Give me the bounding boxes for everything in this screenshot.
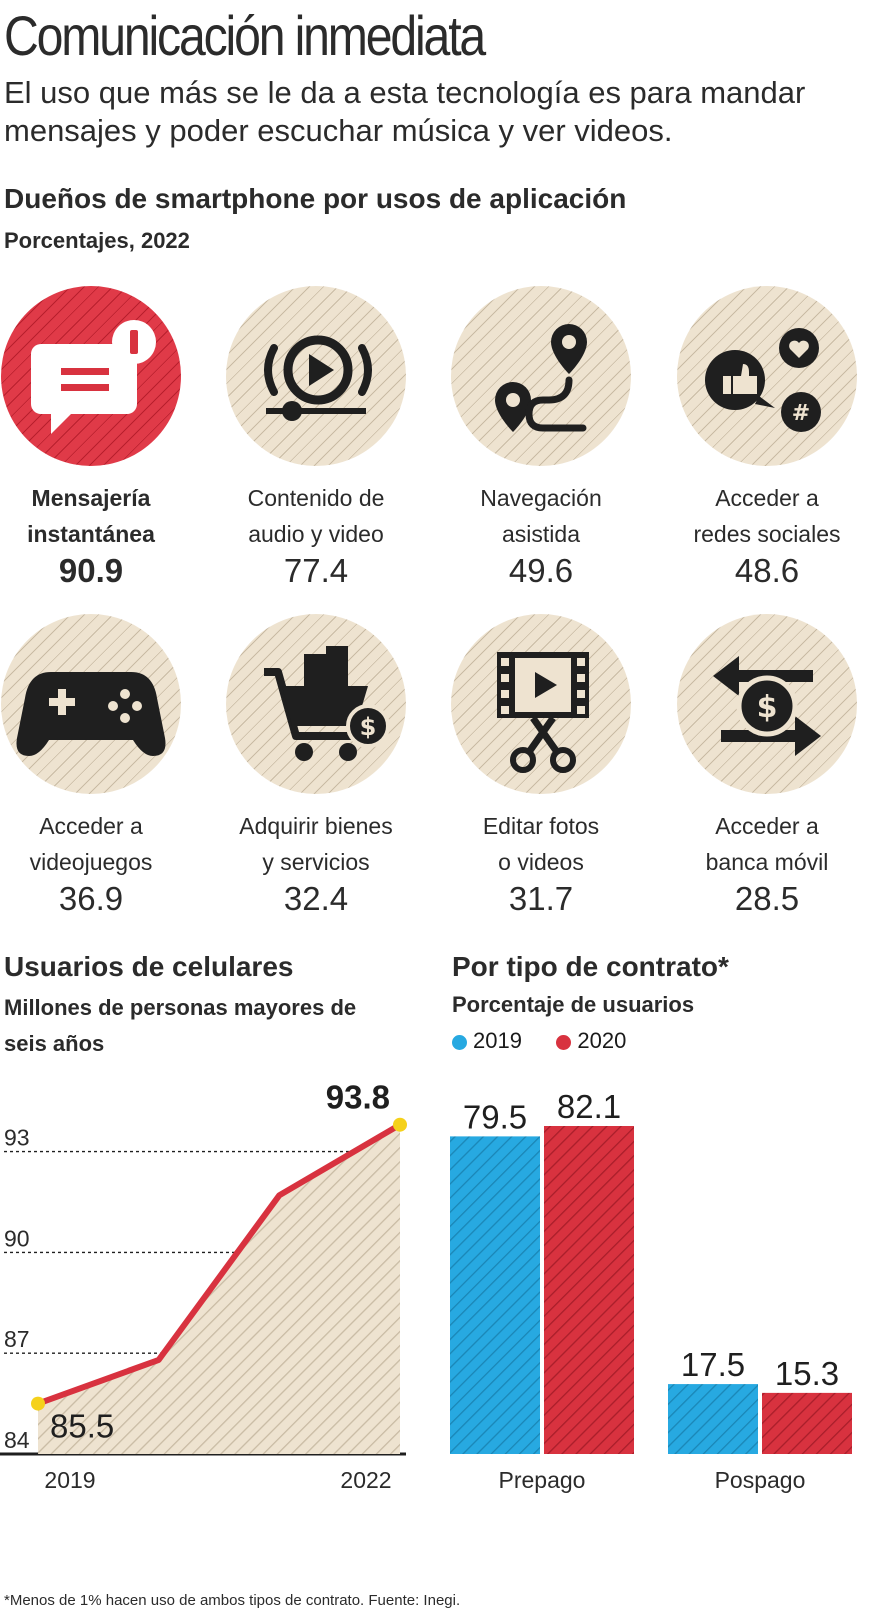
- app-usage-value: 28.5: [734, 880, 800, 917]
- users-area-fill: [38, 1124, 400, 1454]
- y-tick-label: 84: [4, 1427, 30, 1453]
- page-title: Comunicación inmediata: [4, 4, 486, 67]
- bar-value-label: 15.3: [775, 1355, 839, 1392]
- bar-2020-prepago: [544, 1126, 634, 1454]
- app-usage-label: Acceder a videojuegos: [29, 813, 153, 875]
- category-label: Pospago: [715, 1467, 806, 1493]
- app-usage-value: 36.9: [58, 880, 124, 917]
- x-tick-label: 2022: [340, 1467, 391, 1493]
- app-usage-item: Acceder a videojuegos 36.9: [0, 614, 194, 918]
- chat-bubble-icon: [1, 286, 181, 466]
- app-usage-value: 77.4: [283, 552, 349, 589]
- play-media-icon: [226, 286, 406, 466]
- users-chart-title: Usuarios de celulares: [4, 951, 294, 982]
- app-usage-label: Navegación asistida: [480, 485, 602, 547]
- y-tick-label: 93: [4, 1125, 30, 1151]
- social-network-icon: #: [677, 286, 857, 466]
- data-label-last: 93.8: [326, 1080, 390, 1116]
- money-exchange-icon: $: [677, 614, 857, 794]
- contract-bar-chart: 79.5 82.1 Prepago 17.5 15.3 Pospago: [450, 1088, 852, 1493]
- apps-section-title: Dueños de smartphone por usos de aplicac…: [4, 183, 627, 214]
- data-point-marker: [393, 1117, 407, 1132]
- users-chart-subtitle: Millones de personas mayores de seis año…: [4, 995, 357, 1056]
- page-subtitle: El uso que más se le da a esta tecnologí…: [4, 75, 806, 148]
- app-usage-label: Contenido de audio y video: [247, 485, 385, 547]
- map-route-icon: [451, 286, 631, 466]
- svg-text:#: #: [792, 401, 810, 426]
- y-tick-label: 90: [4, 1225, 30, 1251]
- contract-chart-title: Por tipo de contrato*: [452, 951, 729, 982]
- app-usage-value: 48.6: [734, 552, 800, 589]
- svg-text:$: $: [360, 713, 377, 741]
- contract-chart-legend: 2019 2020: [452, 1028, 656, 1054]
- app-usage-label: Editar fotos o videos: [482, 813, 600, 875]
- bar-2020-pospago: [762, 1392, 852, 1454]
- app-usage-item: $ Acceder a banca móvil 28.5: [664, 614, 870, 918]
- x-tick-label: 2019: [44, 1467, 95, 1493]
- users-line-chart: 84 87 90 93 85.5 93.8 2019 2022: [0, 1080, 407, 1493]
- svg-text:$: $: [757, 690, 778, 725]
- app-usage-item: # Acceder a redes sociales 48.6: [664, 286, 870, 590]
- app-usage-label: Acceder a redes sociales: [693, 485, 841, 547]
- app-usage-label: Mensajería instantánea: [27, 485, 155, 547]
- app-usage-item: Mensajería instantánea 90.9: [0, 286, 194, 590]
- contract-chart-subtitle: Porcentaje de usuarios: [452, 992, 695, 1017]
- bar-2019-pospago: [668, 1384, 758, 1454]
- shopping-cart-icon: $: [226, 614, 406, 794]
- legend-item-2019: 2019: [452, 1028, 522, 1054]
- app-usage-value: 90.9: [58, 552, 124, 589]
- app-usage-item: $ Adquirir bienes y servicios 32.4: [213, 614, 419, 918]
- bar-2019-prepago: [450, 1136, 540, 1454]
- bar-value-label: 82.1: [557, 1088, 621, 1125]
- app-usage-value: 31.7: [508, 880, 574, 917]
- app-usage-label: Acceder a banca móvil: [705, 813, 829, 875]
- legend-item-2020: 2020: [556, 1028, 626, 1054]
- app-usage-value: 49.6: [508, 552, 574, 589]
- data-label-first: 85.5: [50, 1408, 114, 1445]
- legend-dot-2020: [556, 1034, 572, 1050]
- app-usage-item: Editar fotos o videos 31.7: [438, 614, 644, 918]
- app-usage-value: 32.4: [283, 880, 349, 917]
- app-usage-item: Navegación asistida 49.6: [438, 286, 644, 590]
- y-tick-label: 87: [4, 1326, 30, 1352]
- category-label: Prepago: [499, 1467, 586, 1493]
- footnote: *Menos de 1% hacen uso de ambos tipos de…: [4, 1592, 461, 1609]
- app-usage-label: Adquirir bienes y servicios: [239, 813, 393, 875]
- apps-section-subtitle: Porcentajes, 2022: [4, 228, 190, 253]
- gamepad-icon: [1, 614, 181, 794]
- users-line: [36, 1122, 402, 1407]
- film-scissors-icon: [451, 614, 631, 794]
- bar-value-label: 79.5: [463, 1098, 527, 1135]
- bar-value-label: 17.5: [681, 1346, 745, 1383]
- legend-dot-2019: [452, 1034, 467, 1050]
- data-point-marker: [31, 1396, 45, 1411]
- app-usage-item: Contenido de audio y video 77.4: [213, 286, 419, 590]
